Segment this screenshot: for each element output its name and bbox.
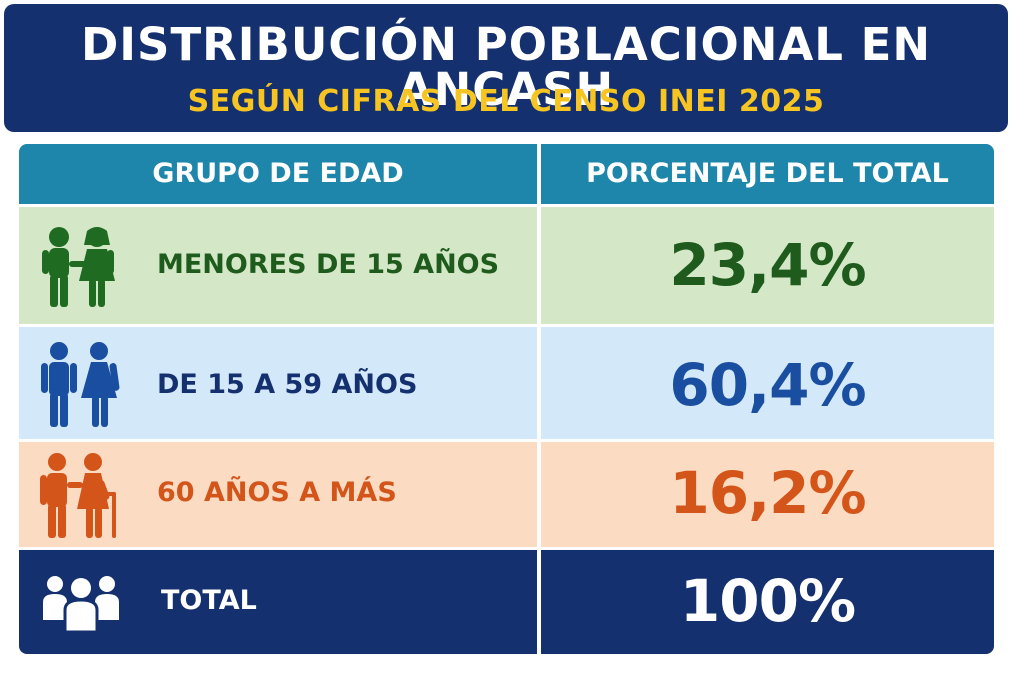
table-row-total: TOTAL 100% <box>19 550 994 654</box>
adults-icon <box>37 341 123 431</box>
title-banner: DISTRIBUCIÓN POBLACIONAL EN ANCASH SEGÚN… <box>4 4 1008 132</box>
group-icon <box>41 570 121 638</box>
page-subtitle: SEGÚN CIFRAS DEL CENSO INEI 2025 <box>187 84 825 119</box>
age-group-label: DE 15 A 59 AÑOS <box>157 369 418 400</box>
percentage-value: 60,4% <box>669 351 866 419</box>
elderly-icon <box>37 452 123 542</box>
age-group-label: TOTAL <box>161 585 257 616</box>
age-group-label: 60 AÑOS A MÁS <box>157 477 397 508</box>
page-title: DISTRIBUCIÓN POBLACIONAL EN ANCASH <box>80 18 932 116</box>
table-row-15-59: DE 15 A 59 AÑOS 60,4% <box>19 327 994 439</box>
table-row-under-15: MENORES DE 15 AÑOS 23,4% <box>19 207 994 324</box>
column-header-percentage: PORCENTAJE DEL TOTAL <box>586 158 949 189</box>
column-header-age-group: GRUPO DE EDAD <box>152 158 404 189</box>
percentage-value: 16,2% <box>669 459 866 527</box>
population-table: GRUPO DE EDAD PORCENTAJE DEL TOTAL <box>19 144 994 654</box>
age-group-label: MENORES DE 15 AÑOS <box>157 249 500 280</box>
percentage-value: 100% <box>679 567 856 635</box>
table-row-60-plus: 60 AÑOS A MÁS 16,2% <box>19 442 994 547</box>
column-divider <box>537 144 541 654</box>
percentage-value: 23,4% <box>669 231 866 299</box>
table-header-row: GRUPO DE EDAD PORCENTAJE DEL TOTAL <box>19 144 994 204</box>
children-icon <box>37 225 123 313</box>
